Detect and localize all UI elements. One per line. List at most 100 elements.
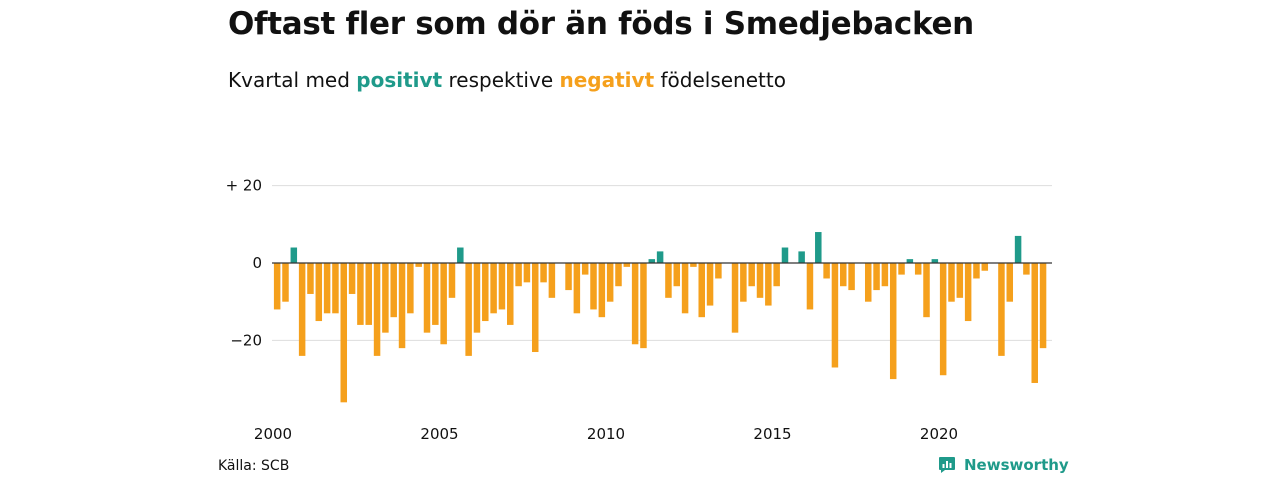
- bar-2022-q1: [1006, 263, 1014, 302]
- bar-2020-q1: [939, 263, 947, 376]
- bar-2021-q1: [973, 263, 980, 279]
- bar-2001-q1: [307, 263, 314, 294]
- bar-2018-q1: [873, 263, 880, 291]
- bar-2015-q4: [798, 251, 805, 263]
- bar-2000-q3: [290, 247, 298, 263]
- x-tick-label: 2020: [920, 425, 958, 443]
- x-tick-label: 2010: [587, 425, 625, 443]
- bar-2020-q2: [948, 263, 955, 302]
- bar-2022-q2: [1014, 235, 1022, 263]
- bar-2007-q1: [507, 263, 514, 325]
- subtitle-suffix: födelsenetto: [660, 68, 786, 92]
- source-note: Källa: SCB: [218, 458, 290, 474]
- bar-2021-q2: [981, 263, 989, 271]
- bar-2013-q2: [715, 263, 722, 279]
- bar-2001-q2: [315, 263, 323, 322]
- bar-2011-q1: [640, 263, 647, 349]
- newsworthy-logo-icon: [939, 457, 955, 473]
- bar-2004-q2: [415, 263, 422, 267]
- bar-2002-q4: [365, 263, 372, 325]
- bar-2003-q1: [373, 263, 381, 356]
- subtitle-middle: respektive: [448, 68, 554, 92]
- subtitle-negative-label: negativt: [559, 68, 655, 92]
- bar-2001-q3: [323, 263, 331, 314]
- y-tick-label: −20: [230, 331, 262, 349]
- bar-2009-q3: [590, 263, 597, 310]
- x-tick-label: 2000: [254, 425, 292, 443]
- bar-2005-q1: [440, 263, 447, 345]
- bar-chart: + 20 0 −20 2000 2005 2010 2015 2020: [226, 177, 1052, 443]
- bar-2016-q3: [823, 263, 830, 279]
- bar-2006-q4: [498, 263, 506, 310]
- bar-2016-q4: [831, 263, 839, 368]
- bar-2009-q1: [573, 263, 581, 314]
- bar-2005-q3: [457, 247, 464, 263]
- bar-2002-q2: [348, 263, 356, 294]
- bar-2005-q4: [465, 263, 472, 356]
- subtitle-positive-label: positivt: [356, 68, 443, 92]
- bar-2005-q2: [448, 263, 456, 298]
- bar-2002-q3: [357, 263, 364, 325]
- bar-2013-q1: [706, 263, 714, 306]
- bar-2018-q4: [898, 263, 905, 275]
- bar-2006-q1: [473, 263, 481, 333]
- bar-2004-q4: [432, 263, 439, 325]
- x-tick-label: 2015: [753, 425, 791, 443]
- bars: [273, 232, 1047, 403]
- brand-logo: Newsworthy: [938, 456, 1069, 474]
- bar-2019-q2: [914, 263, 922, 275]
- bar-2018-q3: [889, 263, 897, 380]
- bar-2021-q4: [998, 263, 1005, 356]
- bar-2006-q3: [490, 263, 497, 314]
- bar-2019-q1: [906, 259, 914, 263]
- bar-2018-q2: [881, 263, 889, 287]
- bar-2010-q3: [623, 263, 631, 267]
- bar-2003-q2: [382, 263, 389, 333]
- bar-2015-q1: [773, 263, 780, 287]
- bar-2020-q3: [956, 263, 964, 298]
- bar-2017-q1: [840, 263, 847, 287]
- bar-2012-q3: [690, 263, 697, 267]
- bar-2022-q4: [1031, 263, 1038, 383]
- bar-2004-q3: [423, 263, 431, 333]
- y-tick-label: + 20: [226, 177, 262, 195]
- bar-2003-q4: [398, 263, 406, 349]
- bar-2019-q4: [931, 259, 939, 263]
- y-axis-ticks: + 20 0 −20: [226, 177, 262, 350]
- bar-2007-q2: [515, 263, 522, 287]
- bar-2009-q2: [581, 263, 589, 275]
- bar-2007-q3: [523, 263, 531, 283]
- chart-subtitle: Kvartal med positivt respektive negativt…: [228, 68, 786, 92]
- bar-2006-q2: [482, 263, 489, 322]
- bar-2014-q2: [748, 263, 755, 287]
- bar-2019-q3: [923, 263, 930, 318]
- bar-2014-q1: [740, 263, 747, 302]
- bar-2007-q4: [531, 263, 539, 353]
- bar-2020-q4: [964, 263, 972, 322]
- bar-2009-q4: [598, 263, 606, 318]
- x-tick-label: 2005: [420, 425, 458, 443]
- bar-2017-q4: [864, 263, 872, 302]
- bar-2000-q2: [282, 263, 289, 302]
- subtitle-prefix: Kvartal med: [228, 68, 350, 92]
- chart-title: Oftast fler som dör än föds i Smedjeback…: [228, 6, 974, 42]
- brand-name: Newsworthy: [964, 456, 1069, 474]
- bar-2012-q2: [681, 263, 689, 314]
- bar-2010-q2: [615, 263, 622, 287]
- bar-2012-q1: [673, 263, 681, 287]
- bar-2023-q1: [1039, 263, 1047, 349]
- bar-2016-q1: [806, 263, 814, 310]
- bar-2010-q4: [631, 263, 639, 345]
- bar-2003-q3: [390, 263, 397, 318]
- bar-2011-q3: [656, 251, 664, 263]
- bar-2008-q4: [565, 263, 572, 291]
- bar-2010-q1: [606, 263, 614, 302]
- bar-2011-q4: [665, 263, 672, 298]
- bar-2001-q4: [332, 263, 339, 314]
- x-axis-ticks: 2000 2005 2010 2015 2020: [254, 425, 958, 443]
- bar-2008-q1: [540, 263, 547, 283]
- bar-2011-q2: [648, 259, 656, 263]
- bar-2012-q4: [698, 263, 705, 318]
- bar-2014-q4: [765, 263, 772, 306]
- y-tick-label: 0: [252, 254, 262, 272]
